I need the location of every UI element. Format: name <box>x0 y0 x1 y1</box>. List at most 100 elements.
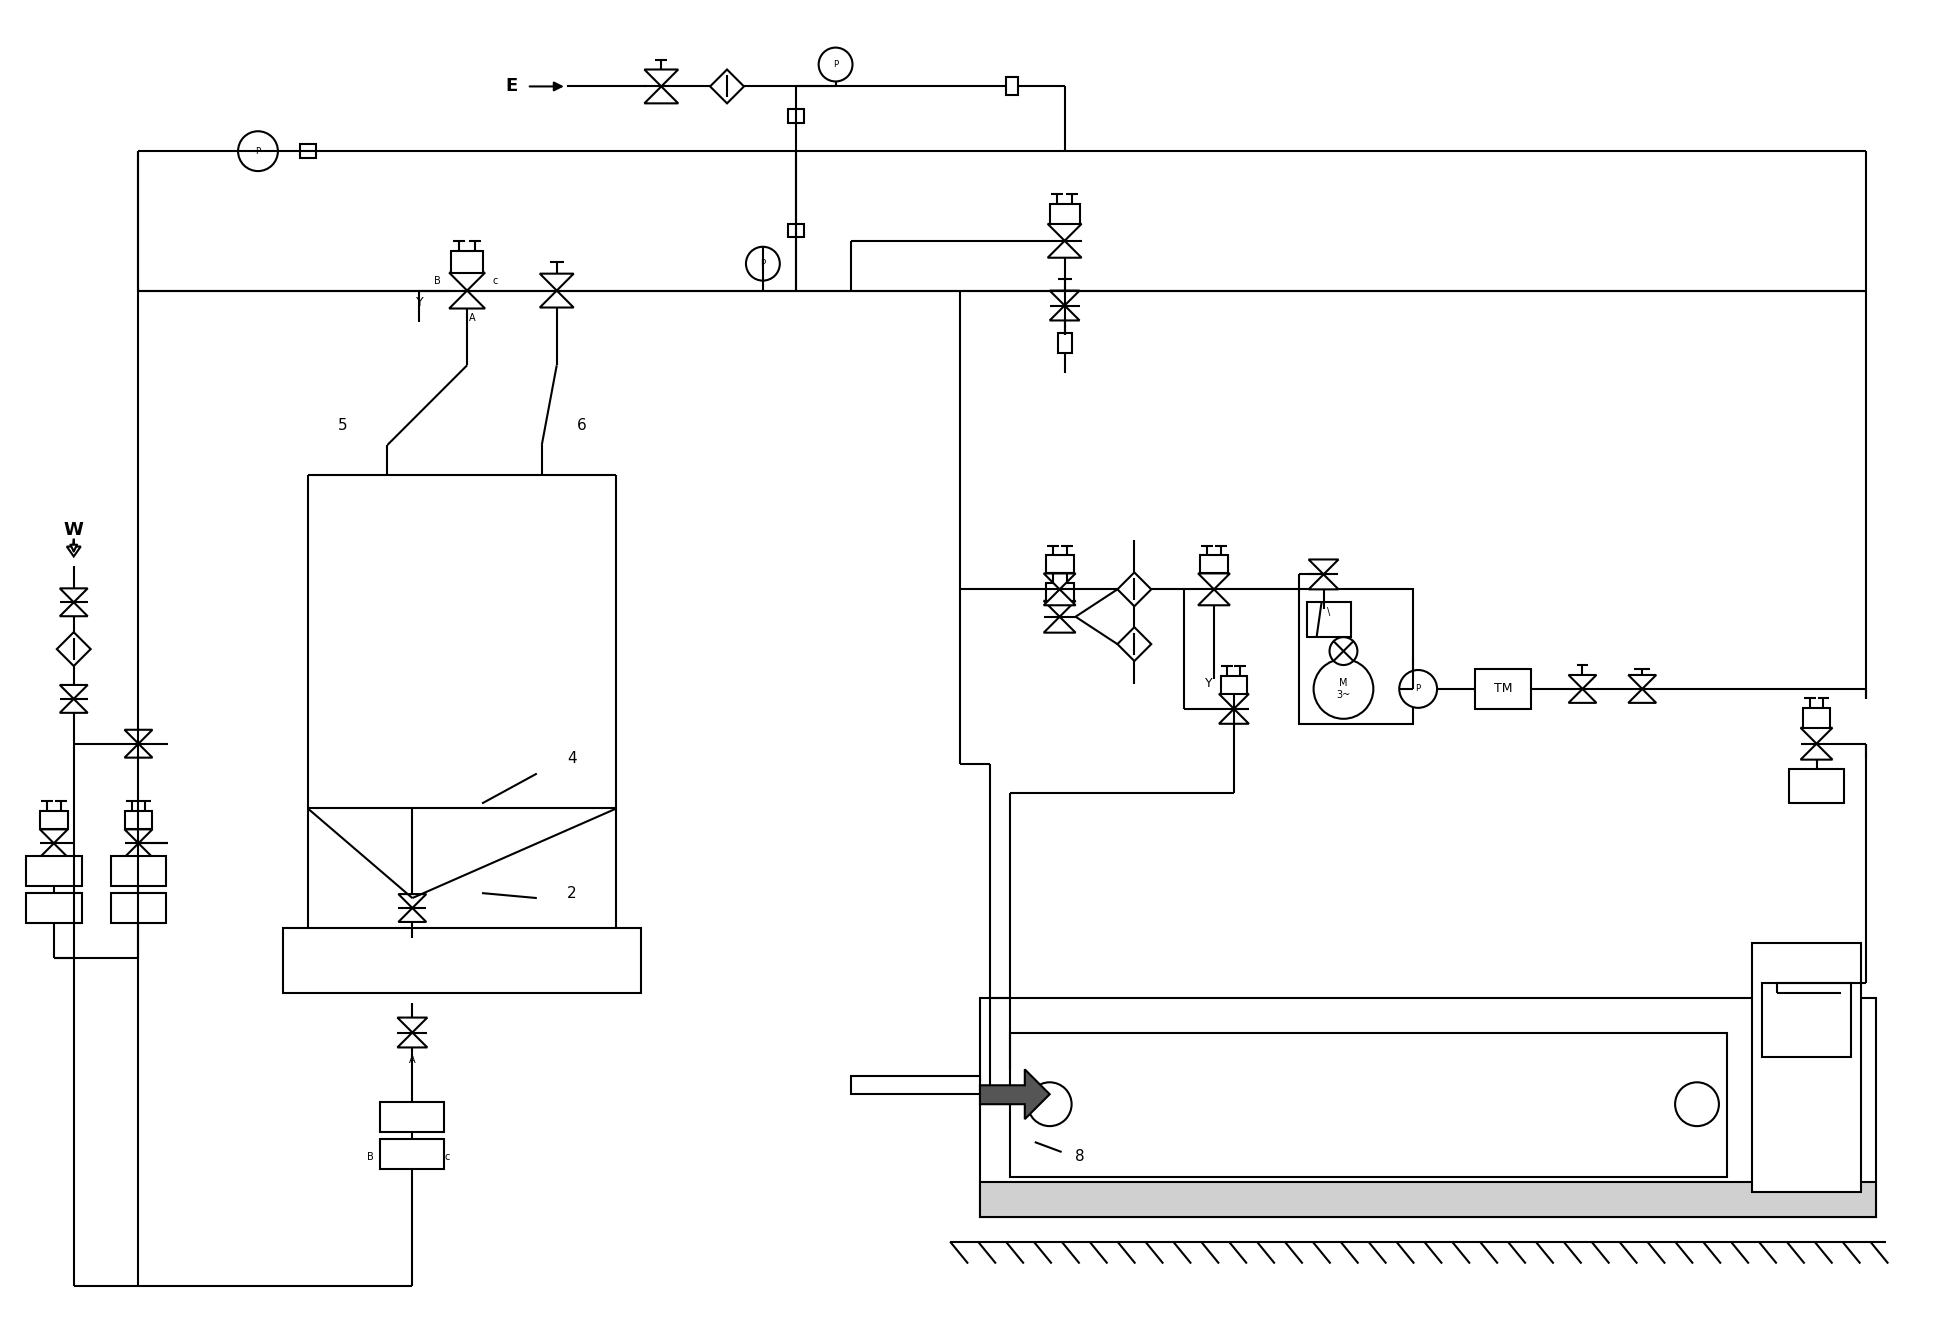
Polygon shape <box>125 730 152 743</box>
Bar <box>1046 583 1074 601</box>
Polygon shape <box>1044 574 1076 589</box>
Polygon shape <box>1628 675 1655 689</box>
Bar <box>1200 555 1228 574</box>
Text: Y: Y <box>416 296 424 309</box>
Polygon shape <box>1569 689 1597 703</box>
Polygon shape <box>61 602 88 617</box>
Polygon shape <box>1218 694 1249 708</box>
Text: c: c <box>445 1152 449 1163</box>
Bar <box>1802 708 1831 727</box>
Bar <box>381 1140 445 1169</box>
Circle shape <box>746 247 779 281</box>
Bar <box>1046 555 1074 574</box>
Polygon shape <box>1050 290 1079 305</box>
Bar <box>381 1102 445 1132</box>
Polygon shape <box>1050 305 1079 320</box>
Polygon shape <box>541 274 574 290</box>
Polygon shape <box>39 829 68 843</box>
Polygon shape <box>1117 628 1152 661</box>
Bar <box>1050 204 1079 224</box>
Bar <box>851 1077 980 1094</box>
Text: A: A <box>410 1055 416 1066</box>
Text: B: B <box>367 1152 375 1163</box>
Text: \: \ <box>1327 607 1329 617</box>
Bar <box>1763 982 1850 1058</box>
Circle shape <box>1400 671 1437 708</box>
FancyArrow shape <box>66 539 80 556</box>
Polygon shape <box>1199 574 1230 589</box>
Polygon shape <box>1048 224 1081 241</box>
Polygon shape <box>1308 559 1339 574</box>
Polygon shape <box>1044 589 1076 605</box>
Polygon shape <box>1628 689 1655 703</box>
Polygon shape <box>1800 727 1833 743</box>
Circle shape <box>1029 1082 1072 1126</box>
Bar <box>1751 943 1862 1192</box>
Bar <box>980 1181 1876 1216</box>
Text: P: P <box>1415 684 1421 694</box>
Text: W: W <box>64 520 84 539</box>
Bar <box>125 812 152 829</box>
Bar <box>1058 333 1072 353</box>
Text: E: E <box>506 78 517 95</box>
Polygon shape <box>398 1032 427 1047</box>
Polygon shape <box>1569 675 1597 689</box>
Text: 5: 5 <box>338 418 347 433</box>
Bar <box>301 144 316 159</box>
Text: 2: 2 <box>566 886 576 900</box>
Bar <box>39 812 68 829</box>
Polygon shape <box>711 70 744 103</box>
Polygon shape <box>398 1017 427 1032</box>
Bar <box>111 856 166 886</box>
Polygon shape <box>644 70 677 86</box>
Polygon shape <box>449 290 484 309</box>
Bar <box>1298 589 1413 724</box>
Polygon shape <box>1044 601 1076 617</box>
Bar <box>789 224 804 238</box>
Text: P: P <box>256 146 260 156</box>
Bar <box>25 892 82 923</box>
Bar <box>25 856 82 886</box>
Polygon shape <box>449 273 484 290</box>
Bar <box>980 997 1876 1216</box>
Polygon shape <box>541 290 574 308</box>
Text: 6: 6 <box>576 418 586 433</box>
Polygon shape <box>57 632 90 667</box>
Bar <box>1476 669 1530 708</box>
Polygon shape <box>980 1070 1050 1120</box>
Polygon shape <box>1048 241 1081 258</box>
Text: P: P <box>761 259 765 269</box>
Text: P: P <box>834 60 837 69</box>
Bar <box>283 927 642 993</box>
Polygon shape <box>125 843 152 857</box>
Text: A: A <box>468 313 476 324</box>
Bar <box>1005 78 1017 95</box>
Polygon shape <box>39 843 68 857</box>
Polygon shape <box>398 894 426 909</box>
Polygon shape <box>644 86 677 103</box>
Bar <box>789 109 804 124</box>
Polygon shape <box>1044 617 1076 633</box>
Polygon shape <box>125 743 152 758</box>
Text: TM: TM <box>1493 683 1513 695</box>
Text: Y: Y <box>1204 677 1212 691</box>
Polygon shape <box>61 685 88 699</box>
Bar <box>1788 769 1845 804</box>
Bar <box>451 251 482 273</box>
Bar <box>1009 1032 1728 1177</box>
Polygon shape <box>1199 589 1230 605</box>
Polygon shape <box>1117 573 1152 606</box>
Text: 4: 4 <box>566 751 576 766</box>
Circle shape <box>238 132 277 171</box>
Circle shape <box>1329 637 1357 665</box>
Text: B: B <box>433 276 441 286</box>
Polygon shape <box>398 909 426 922</box>
Polygon shape <box>61 699 88 712</box>
Polygon shape <box>1218 708 1249 724</box>
Text: M
3~: M 3~ <box>1337 679 1351 700</box>
Polygon shape <box>1800 743 1833 759</box>
Bar <box>1306 602 1351 637</box>
Bar <box>111 892 166 923</box>
Bar <box>1222 676 1247 694</box>
Circle shape <box>1314 659 1374 719</box>
